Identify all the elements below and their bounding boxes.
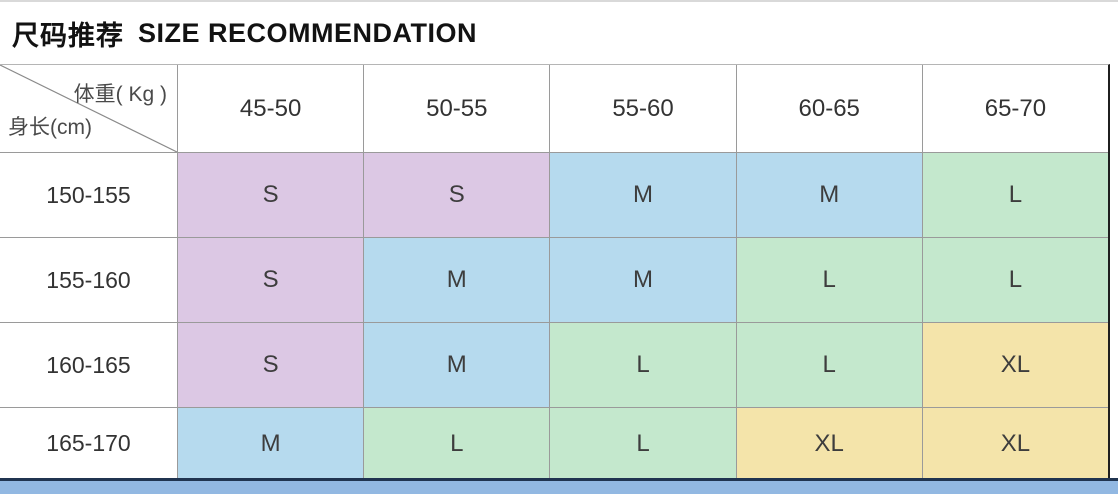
header-row: 体重( Kg ) 身长(cm) 45-50 50-55 55-60 60-65 65-7… [0, 65, 1109, 153]
table-row: 165-170 M L L XL XL [0, 408, 1109, 479]
title-chinese: 尺码推荐 [12, 20, 124, 51]
height-row-header: 160-165 [0, 323, 178, 408]
weight-col-header: 60-65 [736, 65, 923, 153]
size-cell: XL [922, 323, 1109, 408]
height-row-header: 165-170 [0, 408, 178, 479]
table-row: 155-160 S M M L L [0, 238, 1109, 323]
size-cell: M [364, 323, 551, 408]
size-cell: S [364, 153, 551, 238]
diagonal-divider [0, 65, 177, 152]
weight-col-header: 45-50 [178, 65, 365, 153]
weight-axis-label: 体重( Kg ) [73, 83, 167, 106]
table-row: 150-155 S S M M L [0, 153, 1109, 238]
height-axis-label: 身长(cm) [8, 116, 92, 139]
size-cell: M [550, 238, 737, 323]
size-cell: M [178, 408, 365, 479]
size-cell: L [550, 408, 737, 479]
weight-col-header: 65-70 [922, 65, 1109, 153]
corner-header-cell: 体重( Kg ) 身长(cm) [0, 65, 178, 153]
size-cell: L [922, 153, 1109, 238]
height-row-header: 150-155 [0, 153, 178, 238]
size-cell: XL [922, 408, 1109, 479]
size-cell: M [736, 153, 923, 238]
height-row-header: 155-160 [0, 238, 178, 323]
size-cell: M [364, 238, 551, 323]
weight-col-header: 50-55 [364, 65, 551, 153]
size-cell: M [550, 153, 737, 238]
size-cell: L [736, 238, 923, 323]
page-title: 尺码推荐 SIZE RECOMMENDATION [0, 2, 1118, 64]
size-cell: S [178, 238, 365, 323]
size-cell: L [736, 323, 923, 408]
title-english: SIZE RECOMMENDATION [138, 17, 477, 48]
size-cell: L [922, 238, 1109, 323]
weight-col-header: 55-60 [550, 65, 737, 153]
size-cell: S [178, 323, 365, 408]
bottom-banner-strip [0, 478, 1118, 494]
size-cell: L [364, 408, 551, 479]
size-table: 体重( Kg ) 身长(cm) 45-50 50-55 55-60 60-65 65-7… [0, 64, 1110, 480]
size-cell: XL [736, 408, 923, 479]
size-cell: S [178, 153, 365, 238]
size-cell: L [550, 323, 737, 408]
table-row: 160-165 S M L L XL [0, 323, 1109, 408]
